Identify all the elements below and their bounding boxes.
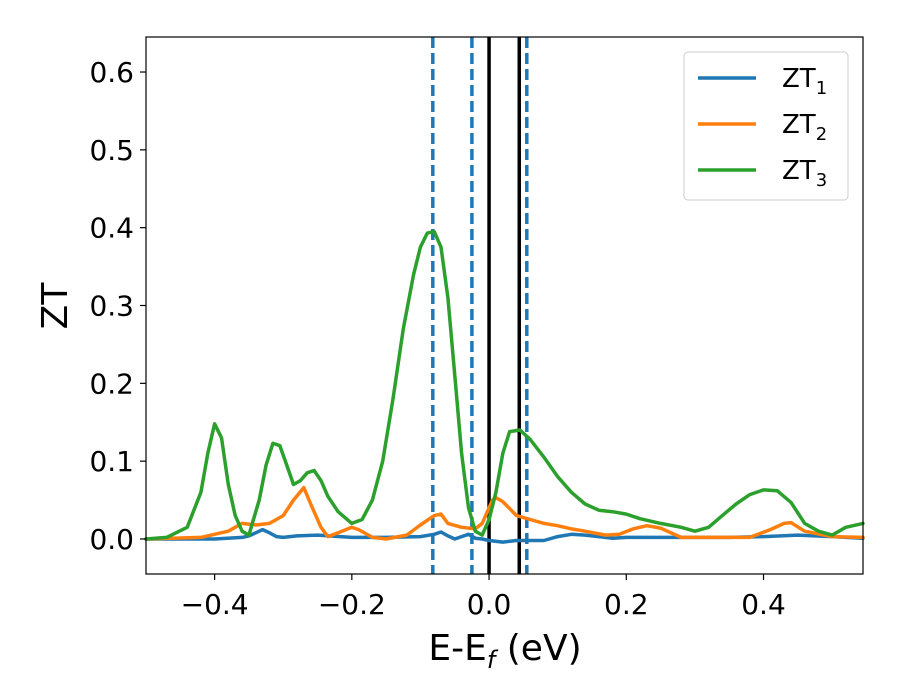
x-axis-title: E-Ef (eV) (428, 628, 581, 674)
y-axis: 0.0 0.1 0.2 0.3 0.4 0.5 0.6 (89, 56, 146, 556)
series-group (144, 229, 865, 544)
y-tick-label: 0.6 (89, 56, 134, 89)
x-tick-label: 0.2 (604, 588, 649, 621)
y-tick-label: 0.3 (89, 290, 134, 323)
series-line-zt3 (144, 229, 865, 541)
y-axis-title: ZT (35, 282, 76, 330)
x-tick-label: 0.0 (467, 588, 512, 621)
y-tick-label: 0.1 (89, 445, 134, 478)
series-line-zt1 (144, 527, 865, 544)
y-tick-label: 0.0 (89, 523, 134, 556)
x-axis-title-main: E-E (428, 628, 486, 669)
reference-lines (431, 37, 529, 574)
y-tick-label: 0.5 (89, 134, 134, 167)
y-tick-label: 0.4 (89, 212, 134, 245)
legend-label-zt3: ZT3 (782, 156, 827, 191)
x-tick-label: −0.4 (181, 588, 249, 621)
series-line-zt2 (144, 485, 865, 541)
x-axis-title-unit: (eV) (495, 628, 581, 669)
legend-label-zt1: ZT1 (782, 64, 827, 99)
x-tick-label: 0.4 (741, 588, 786, 621)
x-axis: −0.4 −0.2 0.0 0.2 0.4 (181, 574, 786, 621)
legend: ZT1 ZT2 ZT3 (683, 51, 849, 201)
y-tick-label: 0.2 (89, 367, 134, 400)
legend-frame (683, 51, 849, 201)
x-tick-label: −0.2 (318, 588, 386, 621)
legend-label-zt2: ZT2 (782, 110, 827, 145)
